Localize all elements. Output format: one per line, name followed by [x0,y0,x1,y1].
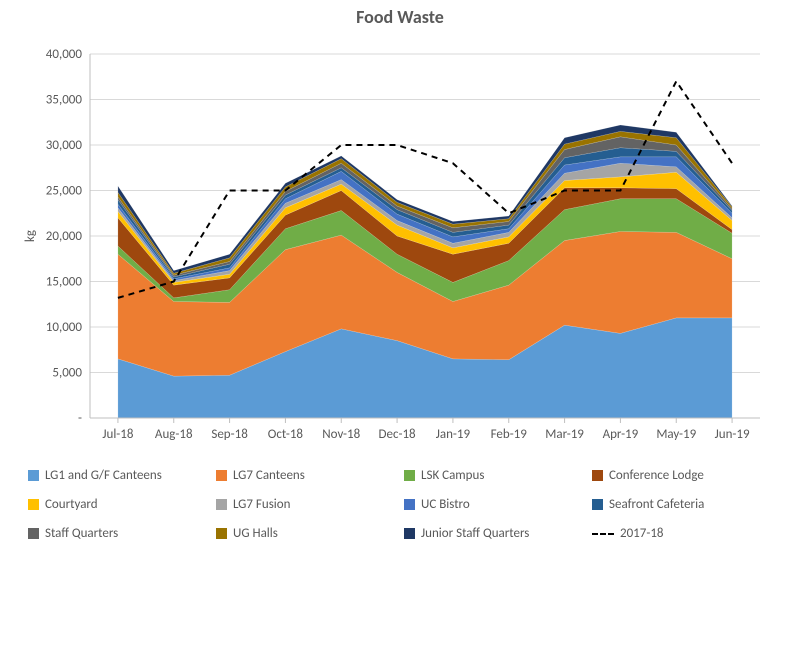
chart-legend: LG1 and G/F Canteens LG7 Canteens LSK Camp… [20,468,780,541]
legend-label: LG7 Fusion [233,497,290,512]
svg-text:-: - [78,411,82,426]
legend-swatch-icon [216,499,227,510]
svg-text:May-19: May-19 [656,427,696,442]
legend-swatch-icon [216,528,227,539]
legend-label: Conference Lodge [609,468,704,483]
legend-swatch-icon [404,528,415,539]
svg-text:10,000: 10,000 [46,320,83,335]
svg-text:Jul-18: Jul-18 [102,427,134,442]
svg-text:15,000: 15,000 [46,275,83,290]
svg-text:Feb-19: Feb-19 [491,427,528,442]
legend-item: Junior Staff Quarters [404,526,584,541]
svg-text:Jun-19: Jun-19 [715,427,750,442]
legend-item: Courtyard [28,497,208,512]
legend-item: LG7 Canteens [216,468,396,483]
legend-item: 2017-18 [592,526,772,541]
svg-text:kg: kg [23,230,38,242]
svg-text:Nov-18: Nov-18 [322,427,360,442]
legend-swatch-icon [216,470,227,481]
legend-swatch-icon [404,499,415,510]
chart-title: Food Waste [20,6,780,28]
legend-label: Seafront Cafeteria [609,497,704,512]
svg-text:Mar-19: Mar-19 [545,427,584,442]
legend-label: UG Halls [233,526,278,541]
svg-text:Jan-19: Jan-19 [436,427,471,442]
legend-label: Courtyard [45,497,98,512]
legend-label: Junior Staff Quarters [421,526,529,541]
legend-swatch-icon [592,470,603,481]
svg-text:40,000: 40,000 [46,47,83,62]
legend-label: LG1 and G/F Canteens [45,468,162,483]
legend-item: UG Halls [216,526,396,541]
legend-dash-icon [592,533,614,535]
legend-swatch-icon [28,528,39,539]
svg-text:25,000: 25,000 [46,184,83,199]
svg-text:35,000: 35,000 [46,93,83,108]
legend-item: LG7 Fusion [216,497,396,512]
legend-item: Conference Lodge [592,468,772,483]
svg-text:Dec-18: Dec-18 [379,427,417,442]
svg-text:20,000: 20,000 [46,229,83,244]
legend-label: LG7 Canteens [233,468,305,483]
svg-text:Apr-19: Apr-19 [603,427,639,442]
svg-text:5,000: 5,000 [52,366,82,381]
legend-swatch-icon [28,499,39,510]
legend-label: UC Bistro [421,497,470,512]
legend-label: 2017-18 [620,526,664,541]
legend-label: Staff Quarters [45,526,118,541]
legend-item: LG1 and G/F Canteens [28,468,208,483]
legend-label: LSK Campus [421,468,484,483]
svg-text:Sep-18: Sep-18 [211,427,248,442]
svg-text:30,000: 30,000 [46,138,83,153]
legend-item: UC Bistro [404,497,584,512]
legend-item: LSK Campus [404,468,584,483]
legend-swatch-icon [404,470,415,481]
legend-swatch-icon [28,470,39,481]
stacked-area-chart: - 5,000 10,000 15,000 20,000 25,000 30,000 35,0… [20,46,770,446]
svg-text:Oct-18: Oct-18 [268,427,304,442]
svg-text:Aug-18: Aug-18 [155,427,193,442]
legend-item: Seafront Cafeteria [592,497,772,512]
legend-swatch-icon [592,499,603,510]
chart-plot-area: - 5,000 10,000 15,000 20,000 25,000 30,000 35,0… [20,46,780,446]
legend-item: Staff Quarters [28,526,208,541]
